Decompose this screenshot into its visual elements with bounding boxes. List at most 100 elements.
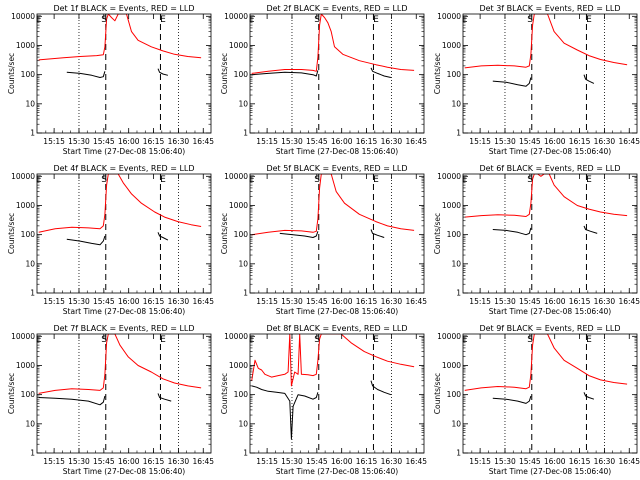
x-tick-label: 16:15	[569, 297, 591, 306]
x-axis-label: Start Time (27-Dec-08 15:06:40)	[276, 147, 398, 156]
x-tick-label: 15:30	[68, 137, 90, 146]
x-tick-label: 16:00	[331, 137, 353, 146]
y-tick-label: 10	[451, 259, 461, 268]
lld-series-line	[38, 174, 202, 233]
plot-frame	[462, 173, 638, 294]
x-tick-label: 16:45	[405, 457, 427, 466]
x-tick-label: 16:15	[143, 137, 165, 146]
detector-panel-8: 1 10 100 1000 10000 15:15 15:30 15:45 16:00 16:15…	[220, 324, 427, 476]
series-group	[464, 334, 628, 404]
y-tick-label: 1	[30, 289, 35, 298]
y-tick-label: 10	[238, 419, 248, 428]
events-series-line	[370, 380, 392, 396]
y-tick-label: 100	[21, 70, 36, 79]
x-tick-label: 16:30	[594, 297, 616, 306]
detector-panel-9: 1 10 100 1000 10000 15:15 15:30 15:45 16:00 16:15…	[433, 324, 640, 476]
y-axis-label: Counts/sec	[7, 373, 16, 414]
event-marker-label: E	[586, 175, 592, 185]
lld-series-line	[251, 334, 415, 387]
events-series-line	[157, 393, 172, 402]
y-tick-label: 10000	[11, 332, 35, 341]
plot-frame	[462, 333, 638, 454]
event-marker-label: E	[36, 15, 42, 25]
y-tick-label: 1	[456, 289, 461, 298]
x-tick-label: 15:30	[494, 137, 516, 146]
x-tick-label: 15:15	[469, 137, 491, 146]
lld-series-line	[464, 174, 628, 218]
lld-series-line	[251, 174, 415, 236]
x-tick-label: 16:00	[544, 137, 566, 146]
x-axis-label: Start Time (27-Dec-08 15:06:40)	[489, 307, 611, 316]
lld-series-line	[464, 334, 628, 391]
series-group	[251, 174, 415, 238]
y-tick-label: 10	[451, 99, 461, 108]
event-marker-label: E	[462, 15, 468, 25]
lld-series-line	[251, 14, 415, 74]
x-axis-label: Start Time (27-Dec-08 15:06:40)	[276, 467, 398, 476]
events-series-line	[492, 395, 532, 404]
y-tick-label: 1000	[442, 361, 461, 370]
y-tick-label: 10000	[11, 172, 35, 181]
y-tick-label: 1	[30, 449, 35, 458]
x-tick-label: 16:30	[594, 457, 616, 466]
x-tick-label: 15:30	[494, 457, 516, 466]
plot-frame	[36, 13, 212, 134]
x-tick-label: 15:15	[469, 297, 491, 306]
x-tick-label: 15:45	[306, 137, 328, 146]
y-tick-label: 10000	[437, 172, 461, 181]
series-group	[38, 14, 202, 78]
y-tick-label: 10000	[224, 332, 248, 341]
detector-panel-7: 1 10 100 1000 10000 15:15 15:30 15:45 16:00 16:15…	[7, 324, 214, 476]
detector-panel-2: 1 10 100 1000 10000 15:15 15:30 15:45 16:00 16:15…	[220, 4, 427, 156]
x-tick-label: 16:00	[118, 457, 140, 466]
event-marker-label: E	[373, 335, 379, 345]
series-group	[251, 14, 415, 78]
y-tick-label: 1	[243, 289, 248, 298]
events-series-line	[157, 68, 169, 76]
event-marker-label: E	[249, 175, 255, 185]
panel-title: Det 3f BLACK = Events, RED = LLD	[479, 4, 620, 13]
x-tick-label: 16:00	[331, 297, 353, 306]
x-tick-label: 15:30	[68, 297, 90, 306]
detector-panel-6: 1 10 100 1000 10000 15:15 15:30 15:45 16:00 16:15…	[433, 164, 640, 316]
x-tick-label: 15:45	[519, 457, 541, 466]
panel-title: Det 2f BLACK = Events, RED = LLD	[266, 4, 407, 13]
event-marker-label: E	[36, 175, 42, 185]
y-tick-label: 1000	[16, 361, 35, 370]
events-series-line	[251, 385, 319, 440]
x-tick-label: 15:15	[256, 457, 278, 466]
x-tick-label: 16:45	[192, 457, 214, 466]
events-series-line	[492, 227, 532, 236]
x-tick-label: 16:15	[569, 457, 591, 466]
plot-frame	[36, 333, 212, 454]
series-group	[464, 14, 628, 87]
event-marker-label: E	[462, 335, 468, 345]
x-tick-label: 15:30	[494, 297, 516, 306]
panel-title: Det 8f BLACK = Events, RED = LLD	[266, 324, 407, 333]
event-marker-label: E	[462, 175, 468, 185]
x-tick-label: 15:30	[68, 457, 90, 466]
y-tick-label: 100	[447, 390, 462, 399]
y-tick-label: 10000	[437, 332, 461, 341]
panel-title: Det 4f BLACK = Events, RED = LLD	[53, 164, 194, 173]
event-marker-label: E	[160, 335, 166, 345]
x-tick-label: 15:15	[43, 137, 65, 146]
x-tick-label: 16:00	[544, 297, 566, 306]
event-marker-label: E	[36, 335, 42, 345]
x-tick-label: 15:30	[281, 297, 303, 306]
events-series-line	[279, 231, 319, 238]
plot-frame	[249, 173, 425, 294]
y-tick-label: 10	[25, 419, 35, 428]
plot-frame	[249, 13, 425, 134]
x-tick-label: 15:30	[281, 457, 303, 466]
lld-series-line	[464, 14, 628, 69]
y-tick-label: 1	[243, 449, 248, 458]
x-tick-label: 15:15	[469, 457, 491, 466]
events-series-line	[38, 395, 106, 406]
x-tick-label: 16:00	[118, 297, 140, 306]
detector-panel-1: 1 10 100 1000 10000 15:15 15:30 15:45 16:00 16:15…	[7, 4, 214, 156]
x-tick-label: 16:30	[381, 297, 403, 306]
x-tick-label: 16:45	[618, 457, 640, 466]
x-tick-label: 16:15	[356, 297, 378, 306]
y-tick-label: 10000	[224, 12, 248, 21]
